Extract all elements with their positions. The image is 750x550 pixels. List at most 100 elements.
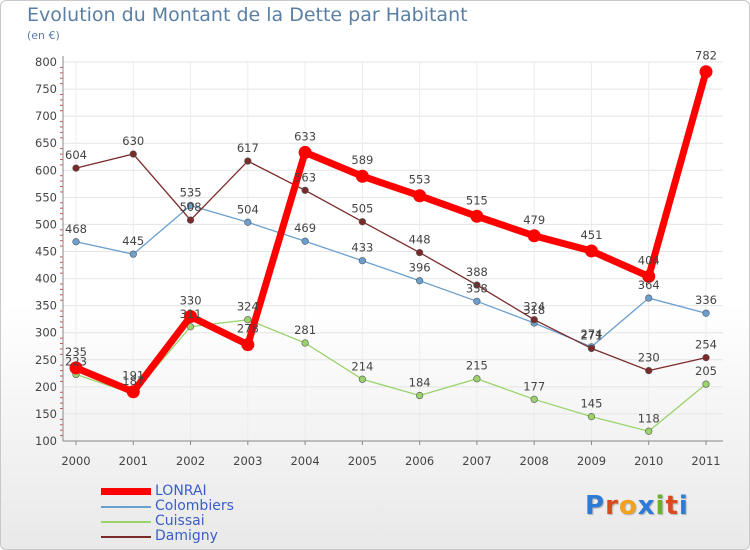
y-tick-label: 350 — [35, 299, 57, 313]
data-point-damigny — [244, 157, 252, 165]
data-label-damigny: 604 — [65, 148, 87, 162]
y-tick-label: 400 — [35, 272, 57, 286]
data-point-lonrai — [355, 169, 369, 183]
data-label-colombiers: 336 — [695, 293, 717, 307]
y-tick-label: 800 — [35, 55, 57, 69]
legend-label: Cuissai — [155, 513, 205, 529]
data-point-damigny — [645, 367, 653, 375]
x-tick-label: 2011 — [691, 454, 720, 468]
x-tick-label: 2008 — [520, 454, 549, 468]
data-point-colombiers — [129, 250, 137, 258]
data-label-colombiers: 433 — [351, 241, 373, 255]
data-label-damigny: 630 — [122, 134, 144, 148]
data-label-cuissai: 223 — [65, 354, 87, 368]
x-tick-label: 2009 — [577, 454, 606, 468]
data-point-damigny — [587, 344, 596, 353]
data-point-damigny — [72, 164, 80, 172]
data-point-cuissai — [645, 427, 653, 435]
y-tick-label: 750 — [35, 82, 57, 96]
data-label-lonrai: 330 — [180, 293, 202, 307]
data-label-lonrai: 782 — [695, 49, 717, 63]
data-label-damigny: 508 — [180, 200, 202, 214]
y-tick-label: 600 — [35, 163, 57, 177]
data-point-colombiers — [72, 238, 80, 246]
data-point-lonrai — [126, 385, 140, 399]
data-label-colombiers: 364 — [638, 278, 660, 292]
data-point-damigny — [358, 218, 366, 226]
series-line-lonrai — [72, 68, 710, 396]
data-point-lonrai — [241, 338, 255, 352]
x-tick-label: 2007 — [462, 454, 491, 468]
y-tick-label: 450 — [35, 245, 57, 259]
x-tick-label: 2010 — [634, 454, 663, 468]
data-label-lonrai: 451 — [580, 228, 602, 242]
data-label-colombiers: 468 — [65, 222, 87, 236]
proxiti-logo: Proxiti — [585, 491, 689, 521]
y-tick-label: 700 — [35, 109, 57, 123]
data-label-cuissai: 311 — [180, 307, 202, 321]
data-label-colombiers: 396 — [409, 261, 431, 275]
x-tick-label: 2001 — [119, 454, 148, 468]
x-tick-label: 2006 — [405, 454, 434, 468]
data-label-lonrai: 235 — [65, 345, 87, 359]
unit-label: (en €) — [27, 29, 60, 42]
data-label-colombiers: 535 — [180, 185, 202, 199]
series-line-damigny — [75, 153, 707, 372]
data-label-cuissai: 177 — [523, 379, 545, 393]
y-tick-label: 550 — [35, 190, 57, 204]
legend-swatch — [101, 506, 151, 508]
legend-swatch — [101, 536, 151, 538]
data-point-cuissai — [301, 339, 309, 347]
x-tick-label: 2003 — [233, 454, 262, 468]
x-tick-label: 2000 — [61, 454, 90, 468]
data-label-cuissai: 214 — [351, 359, 373, 373]
data-point-lonrai — [642, 269, 656, 283]
y-tick-label: 650 — [35, 136, 57, 150]
data-label-lonrai: 633 — [294, 129, 316, 143]
data-point-lonrai — [699, 65, 713, 79]
data-label-damigny: 271 — [580, 328, 602, 342]
data-label-cuissai: 145 — [580, 397, 602, 411]
data-label-cuissai: 281 — [294, 323, 316, 337]
data-label-damigny: 448 — [409, 233, 431, 247]
data-point-cuissai — [186, 323, 195, 331]
legend-swatch — [101, 521, 151, 523]
series-line-cuissai — [75, 319, 707, 432]
legend-label: LONRAI — [155, 483, 207, 499]
data-point-cuissai — [416, 391, 424, 400]
data-label-cuissai: 118 — [638, 411, 660, 425]
y-tick-label: 250 — [35, 353, 57, 367]
data-label-lonrai: 404 — [638, 253, 660, 267]
data-label-damigny: 324 — [523, 300, 545, 314]
data-point-colombiers — [186, 201, 195, 210]
data-label-colombiers: 318 — [523, 303, 545, 317]
data-point-cuissai — [587, 413, 596, 421]
data-label-lonrai: 278 — [237, 322, 259, 336]
data-point-damigny — [416, 248, 424, 257]
data-label-damigny: 617 — [237, 141, 259, 155]
data-label-damigny: 230 — [638, 351, 660, 365]
data-label-lonrai: 191 — [122, 369, 144, 383]
data-point-cuissai — [702, 380, 710, 388]
x-tick-label: 2005 — [348, 454, 377, 468]
data-point-damigny — [186, 216, 195, 224]
data-label-cuissai: 184 — [409, 376, 431, 390]
data-point-lonrai — [184, 309, 198, 323]
data-point-colombiers — [645, 294, 653, 302]
legend-swatch — [101, 488, 151, 495]
data-point-lonrai — [527, 229, 541, 243]
data-point-cuissai — [473, 375, 481, 383]
data-point-cuissai — [530, 395, 538, 403]
y-tick-label: 300 — [35, 326, 57, 340]
data-point-colombiers — [416, 277, 424, 285]
data-label-damigny: 254 — [695, 338, 717, 352]
data-point-colombiers — [244, 218, 252, 226]
legend-label: Colombiers — [155, 498, 234, 514]
data-label-cuissai: 187 — [122, 374, 144, 388]
series-line-colombiers — [75, 204, 707, 348]
data-label-colombiers: 445 — [122, 234, 144, 248]
data-point-cuissai — [358, 375, 366, 383]
data-point-lonrai — [584, 244, 598, 258]
y-tick-label: 150 — [35, 407, 57, 421]
